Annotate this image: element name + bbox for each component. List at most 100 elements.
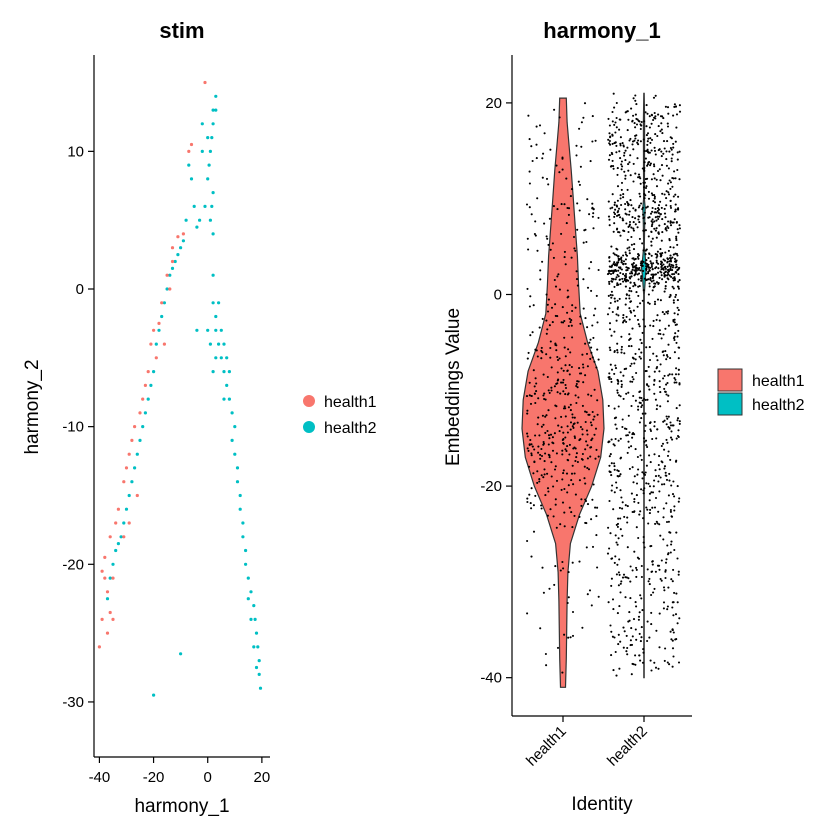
jitter-point-health1 (543, 468, 546, 471)
jitter-point-health1 (590, 424, 593, 427)
scatter-point-health2 (257, 659, 261, 663)
scatter-point-health2 (233, 425, 237, 429)
jitter-point-health2 (657, 217, 660, 221)
jitter-point-health1 (547, 243, 550, 246)
jitter-point-health1 (590, 394, 593, 397)
jitter-point-health2 (667, 167, 670, 170)
jitter-point-health2 (613, 465, 616, 468)
jitter-point-health2 (624, 576, 627, 579)
jitter-point-health2 (617, 439, 620, 442)
scatter-point-health2 (246, 576, 250, 580)
jitter-point-health2 (678, 497, 681, 500)
jitter-point-health2 (609, 135, 612, 138)
jitter-point-health1 (528, 465, 531, 468)
jitter-point-health2 (615, 313, 618, 316)
jitter-point-health2 (678, 178, 681, 181)
scatter-point-health2 (157, 328, 161, 332)
jitter-point-health1 (592, 336, 595, 339)
scatter-x-label: harmony_1 (134, 796, 229, 817)
scatter-point-health2 (225, 356, 229, 360)
scatter-point-health1 (176, 235, 180, 239)
jitter-point-health1 (591, 324, 594, 327)
jitter-point-health2 (633, 122, 636, 125)
jitter-point-health2 (675, 239, 678, 242)
jitter-point-health2 (657, 267, 660, 270)
jitter-point-health2 (671, 256, 674, 259)
scatter-title: stim (159, 18, 204, 43)
jitter-point-health2 (637, 218, 640, 221)
jitter-point-health2 (636, 473, 639, 476)
scatter-point-health2 (214, 94, 218, 98)
jitter-point-health2 (629, 174, 632, 177)
jitter-point-health2 (614, 208, 617, 211)
jitter-point-health2 (677, 661, 681, 664)
jitter-point-health2 (672, 287, 675, 290)
jitter-point-health1 (569, 403, 572, 406)
jitter-point-health2 (632, 481, 635, 484)
jitter-point-health2 (628, 318, 631, 321)
jitter-point-health2 (659, 405, 662, 408)
jitter-point-health1 (556, 391, 559, 394)
jitter-point-health1 (549, 248, 552, 251)
scatter-point-health2 (170, 266, 175, 270)
jitter-point-health2 (645, 259, 648, 262)
jitter-point-health1 (591, 437, 594, 440)
jitter-point-health2 (663, 193, 666, 196)
jitter-point-health1 (552, 515, 555, 518)
jitter-point-health2 (650, 244, 653, 247)
jitter-point-health1 (549, 346, 552, 350)
jitter-point-health2 (644, 398, 647, 402)
jitter-point-health1 (587, 393, 590, 396)
jitter-point-health1 (552, 205, 555, 208)
jitter-point-health2 (631, 263, 634, 266)
jitter-point-health1 (567, 596, 570, 599)
jitter-point-health2 (648, 151, 651, 154)
jitter-point-health1 (578, 367, 581, 370)
jitter-point-health2 (618, 278, 621, 281)
scatter-point-health2 (241, 521, 245, 525)
jitter-point-health2 (608, 346, 611, 349)
jitter-point-health2 (631, 436, 634, 439)
jitter-point-health1 (527, 351, 530, 354)
jitter-point-health2 (621, 217, 624, 220)
jitter-point-health1 (570, 479, 573, 482)
jitter-point-health2 (631, 216, 634, 219)
jitter-point-health2 (644, 439, 648, 442)
jitter-point-health2 (618, 128, 621, 131)
jitter-point-health1 (535, 125, 538, 128)
jitter-point-health2 (662, 140, 666, 143)
jitter-point-health2 (606, 552, 610, 555)
scatter-point-health2 (130, 480, 134, 484)
jitter-point-health2 (630, 204, 633, 207)
jitter-point-health1 (525, 203, 529, 206)
scatter-point-health2 (211, 122, 215, 126)
jitter-point-health1 (568, 506, 571, 509)
jitter-point-health2 (669, 257, 672, 260)
jitter-point-health2 (619, 234, 622, 237)
jitter-point-health2 (651, 337, 654, 340)
violin-shapes (521, 92, 648, 688)
jitter-point-health2 (665, 478, 669, 481)
scatter-point-health2 (211, 301, 215, 305)
jitter-point-health1 (572, 235, 576, 239)
jitter-point-health2 (651, 437, 654, 441)
jitter-point-health2 (661, 442, 665, 445)
jitter-point-health2 (630, 673, 633, 676)
jitter-point-health2 (609, 207, 612, 210)
jitter-point-health2 (675, 341, 678, 344)
jitter-point-health2 (649, 137, 652, 140)
jitter-point-health2 (660, 483, 664, 486)
jitter-point-health2 (678, 346, 681, 349)
jitter-point-health2 (673, 509, 676, 512)
scatter-point-health2 (219, 328, 223, 332)
jitter-point-health1 (585, 429, 589, 432)
jitter-point-health2 (653, 116, 656, 119)
scatter-point-health2 (225, 383, 229, 387)
jitter-point-health2 (626, 202, 630, 205)
jitter-point-health2 (622, 144, 625, 147)
scatter-point-health2 (200, 149, 204, 153)
jitter-point-health2 (637, 176, 640, 179)
jitter-point-health2 (614, 263, 617, 266)
jitter-point-health1 (595, 366, 598, 369)
jitter-point-health2 (614, 555, 617, 558)
